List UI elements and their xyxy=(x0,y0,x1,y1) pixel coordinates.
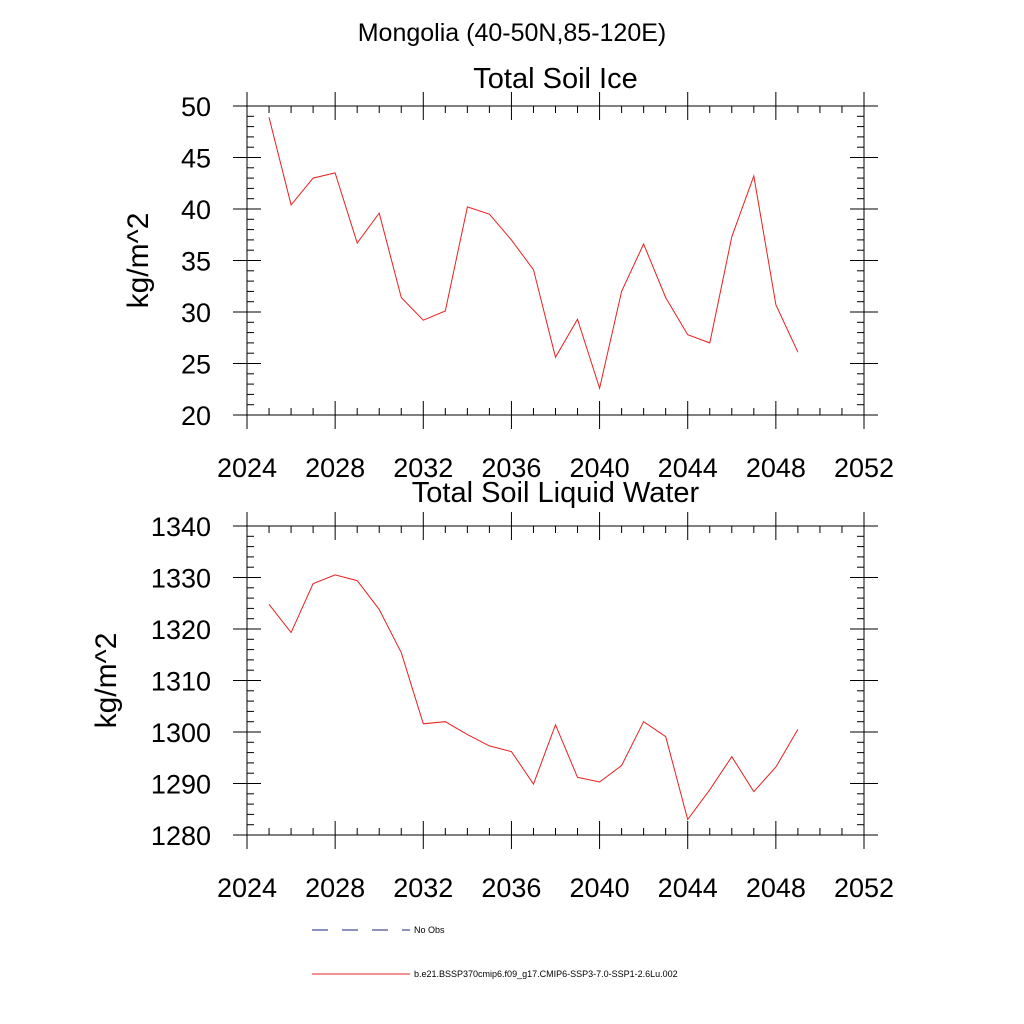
x-tick-label: 2036 xyxy=(481,453,541,483)
y-tick-label: 40 xyxy=(181,195,211,225)
y-axis-label: kg/m^2 xyxy=(90,633,123,729)
y-tick-label: 35 xyxy=(181,247,211,277)
x-tick-label: 2040 xyxy=(570,453,630,483)
plot-frame xyxy=(246,525,865,836)
y-axis-label: kg/m^2 xyxy=(122,213,155,309)
figure-title: Mongolia (40-50N,85-120E) xyxy=(358,19,667,47)
y-tick-label: 1320 xyxy=(151,615,211,645)
y-tick-label: 20 xyxy=(181,401,211,431)
y-tick-label: 50 xyxy=(181,92,211,122)
x-tick-label: 2052 xyxy=(834,873,894,903)
x-tick-label: 2048 xyxy=(746,873,806,903)
x-tick-label: 2024 xyxy=(217,453,277,483)
plot-frame xyxy=(246,105,865,416)
y-tick-label: 1310 xyxy=(151,667,211,697)
chart-title: Total Soil Ice xyxy=(473,63,637,95)
legend-series-label: b.e21.BSSP370cmip6.f09_g17.CMIP6-SSP3-7.… xyxy=(414,969,678,979)
panel-total-soil-liquid-water: Total Soil Liquid Water kg/m^2 2024 2028 203… xyxy=(90,477,894,903)
y-tick-label: 30 xyxy=(181,298,211,328)
x-tick-label: 2028 xyxy=(305,873,365,903)
legend: No Obs b.e21.BSSP370cmip6.f09_g17.CMIP6-… xyxy=(312,925,678,979)
y-tick-label: 25 xyxy=(181,350,211,380)
chart-title: Total Soil Liquid Water xyxy=(412,477,700,509)
y-tick-label: 1300 xyxy=(151,718,211,748)
series-line xyxy=(268,574,799,821)
y-tick-label: 1330 xyxy=(151,564,211,594)
x-tick-label: 2032 xyxy=(393,873,453,903)
x-tick-label: 2048 xyxy=(746,453,806,483)
x-tick-label: 2032 xyxy=(393,453,453,483)
y-tick-label: 1280 xyxy=(151,821,211,851)
x-tick-label: 2040 xyxy=(570,873,630,903)
series-line xyxy=(268,117,799,391)
y-tick-label: 45 xyxy=(181,144,211,174)
y-tick-label: 1340 xyxy=(151,512,211,542)
legend-obs-label: No Obs xyxy=(414,925,445,935)
x-tick-label: 2028 xyxy=(305,453,365,483)
x-tick-label: 2024 xyxy=(217,873,277,903)
x-tick-label: 2036 xyxy=(481,873,541,903)
y-tick-label: 1290 xyxy=(151,770,211,800)
x-tick-label: 2052 xyxy=(834,453,894,483)
x-tick-label: 2044 xyxy=(658,453,718,483)
x-tick-label: 2044 xyxy=(658,873,718,903)
